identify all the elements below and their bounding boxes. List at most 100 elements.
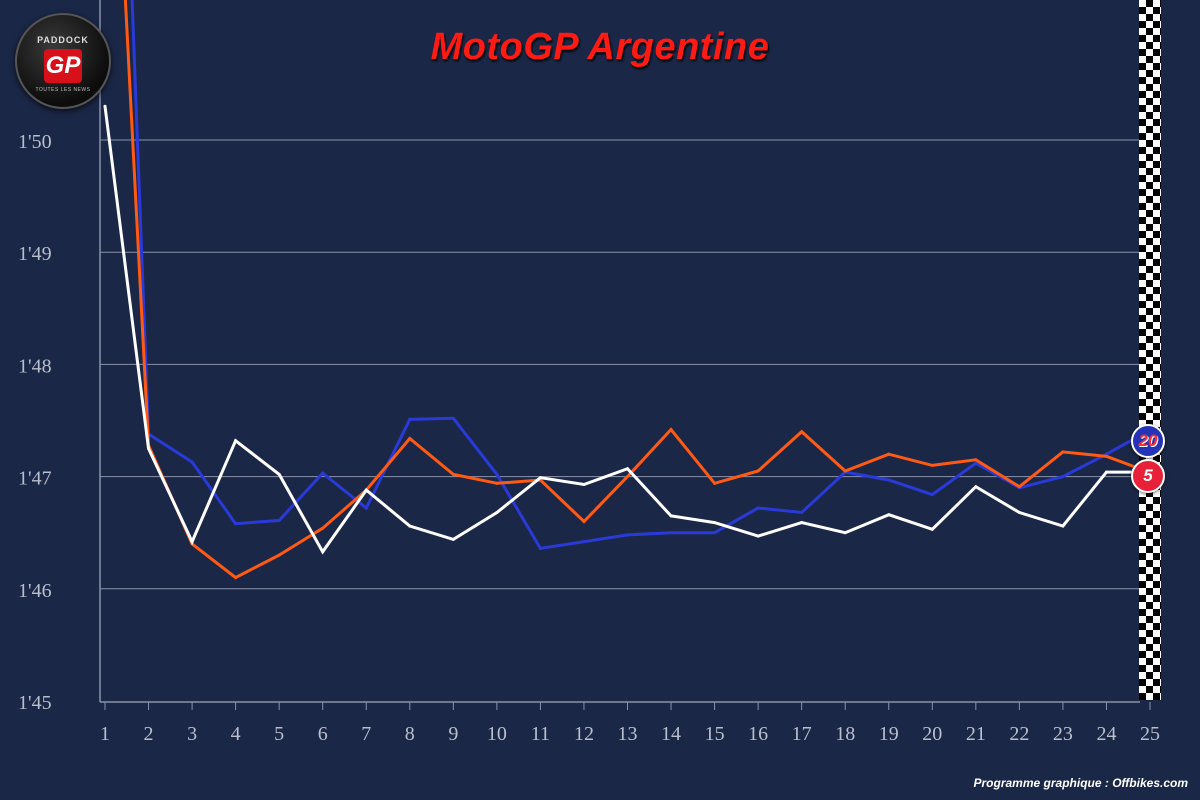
y-tick-label: 1'50 — [18, 131, 52, 153]
data-point — [408, 436, 412, 440]
data-point — [1104, 454, 1108, 458]
data-point — [103, 104, 107, 108]
data-point — [756, 506, 760, 510]
x-tick-label: 18 — [835, 723, 855, 745]
data-point — [277, 553, 281, 557]
x-tick-label: 8 — [405, 723, 415, 745]
x-tick-label: 5 — [274, 723, 284, 745]
credit-text: Programme graphique : Offbikes.com — [973, 776, 1189, 790]
x-tick-label: 2 — [144, 723, 154, 745]
data-point — [582, 519, 586, 523]
data-point — [756, 534, 760, 538]
x-tick-label: 20 — [922, 723, 942, 745]
x-tick-label: 10 — [487, 723, 507, 745]
data-point — [495, 511, 499, 515]
data-point — [408, 524, 412, 528]
x-tick-label: 24 — [1096, 723, 1116, 745]
logo-bottom-text: TOUTES LES NEWS — [35, 87, 91, 93]
data-point — [626, 467, 629, 471]
data-point — [234, 522, 238, 526]
data-point — [843, 469, 847, 473]
data-point — [843, 531, 847, 535]
data-point — [234, 576, 238, 580]
rider-badge-blue: 20 — [1131, 424, 1165, 458]
y-tick-label: 1'49 — [18, 243, 52, 265]
data-point — [713, 531, 717, 535]
data-point — [277, 472, 281, 476]
data-point — [321, 471, 325, 475]
data-point — [364, 506, 368, 510]
data-point — [582, 540, 586, 544]
x-tick-label: 4 — [231, 723, 241, 745]
data-point — [930, 463, 934, 467]
data-point — [669, 427, 673, 431]
checkered-flag — [1139, 0, 1161, 700]
x-tick-label: 11 — [531, 723, 550, 745]
y-tick-label: 1'46 — [18, 580, 52, 602]
x-tick-label: 13 — [618, 723, 638, 745]
chart-title: MotoGP Argentine — [430, 26, 770, 68]
data-point — [234, 439, 238, 443]
x-tick-label: 15 — [705, 723, 725, 745]
data-point — [1061, 524, 1065, 528]
data-point — [321, 550, 325, 554]
data-point — [800, 521, 804, 525]
data-point — [495, 472, 499, 476]
x-tick-label: 6 — [318, 723, 328, 745]
x-tick-label: 1 — [100, 723, 110, 745]
x-tick-label: 25 — [1140, 723, 1160, 745]
y-tick-label: 1'47 — [18, 468, 52, 490]
data-point — [364, 488, 368, 492]
x-tick-label: 17 — [792, 723, 812, 745]
rider-badge-red: 5 — [1131, 459, 1165, 493]
data-point — [321, 526, 325, 530]
data-point — [626, 475, 629, 479]
x-tick-label: 7 — [361, 723, 371, 745]
x-tick-label: 22 — [1009, 723, 1029, 745]
data-point — [887, 452, 891, 456]
data-point — [1104, 470, 1108, 474]
y-tick-label: 1'45 — [18, 692, 52, 714]
logo-mid-text: GP — [44, 49, 82, 83]
data-point — [800, 430, 804, 434]
data-point — [451, 537, 455, 541]
data-point — [887, 513, 891, 517]
data-point — [974, 485, 978, 489]
data-point — [930, 493, 934, 497]
x-tick-label: 16 — [748, 723, 768, 745]
data-point — [669, 514, 673, 518]
data-point — [1061, 475, 1065, 479]
data-point — [626, 533, 629, 537]
data-point — [1017, 485, 1021, 489]
data-point — [713, 481, 717, 485]
data-point — [1061, 450, 1065, 454]
x-tick-label: 19 — [879, 723, 899, 745]
data-point — [190, 540, 194, 544]
data-point — [756, 469, 760, 473]
data-point — [408, 417, 412, 421]
data-point — [887, 478, 891, 482]
data-point — [713, 521, 717, 525]
x-tick-label: 14 — [661, 723, 681, 745]
data-point — [538, 476, 542, 480]
data-point — [147, 447, 151, 451]
paddock-gp-logo: PADDOCK GP TOUTES LES NEWS — [15, 13, 111, 109]
x-tick-label: 23 — [1053, 723, 1073, 745]
data-point — [974, 458, 978, 462]
data-point — [582, 482, 586, 486]
data-point — [495, 481, 499, 485]
x-tick-label: 9 — [448, 723, 458, 745]
x-tick-label: 21 — [966, 723, 986, 745]
data-point — [451, 416, 455, 420]
data-point — [669, 531, 673, 535]
data-point — [1017, 511, 1021, 515]
data-point — [974, 461, 978, 465]
data-point — [538, 546, 542, 550]
data-point — [930, 527, 934, 531]
logo-top-text: PADDOCK — [37, 35, 89, 45]
data-point — [277, 518, 281, 522]
data-point — [190, 460, 194, 464]
x-tick-label: 3 — [187, 723, 197, 745]
data-point — [800, 511, 804, 515]
